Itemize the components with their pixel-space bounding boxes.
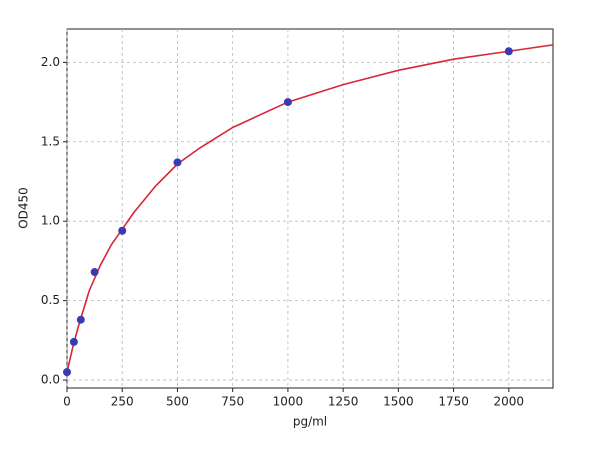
data-point — [69, 337, 78, 346]
y-tick-label: 1.0 — [41, 214, 60, 228]
data-point — [504, 47, 513, 56]
data-point — [173, 158, 182, 167]
data-point — [283, 98, 292, 107]
data-point — [63, 368, 71, 377]
x-tick-label: 0 — [63, 395, 71, 409]
x-tick-label: 250 — [111, 395, 134, 409]
x-tick-label: 1250 — [328, 395, 359, 409]
x-axis-label: pg/ml — [293, 415, 327, 429]
x-tick-label: 1000 — [273, 395, 304, 409]
y-tick-label: 1.5 — [41, 134, 60, 148]
data-point — [76, 315, 85, 324]
y-tick-label: 2.0 — [41, 55, 60, 69]
fit-curve — [66, 44, 554, 373]
y-axis-label: OD450 — [17, 187, 31, 229]
x-tick-label: 750 — [221, 395, 244, 409]
data-point — [90, 268, 99, 277]
data-point — [118, 226, 127, 235]
x-tick-label: 2000 — [494, 395, 525, 409]
plot-frame — [66, 28, 554, 389]
x-tick-label: 1750 — [438, 395, 469, 409]
x-tick-label: 1500 — [383, 395, 414, 409]
y-tick-label: 0.5 — [41, 293, 60, 307]
x-tick-label: 500 — [166, 395, 189, 409]
y-tick-label: 0.0 — [41, 373, 60, 387]
